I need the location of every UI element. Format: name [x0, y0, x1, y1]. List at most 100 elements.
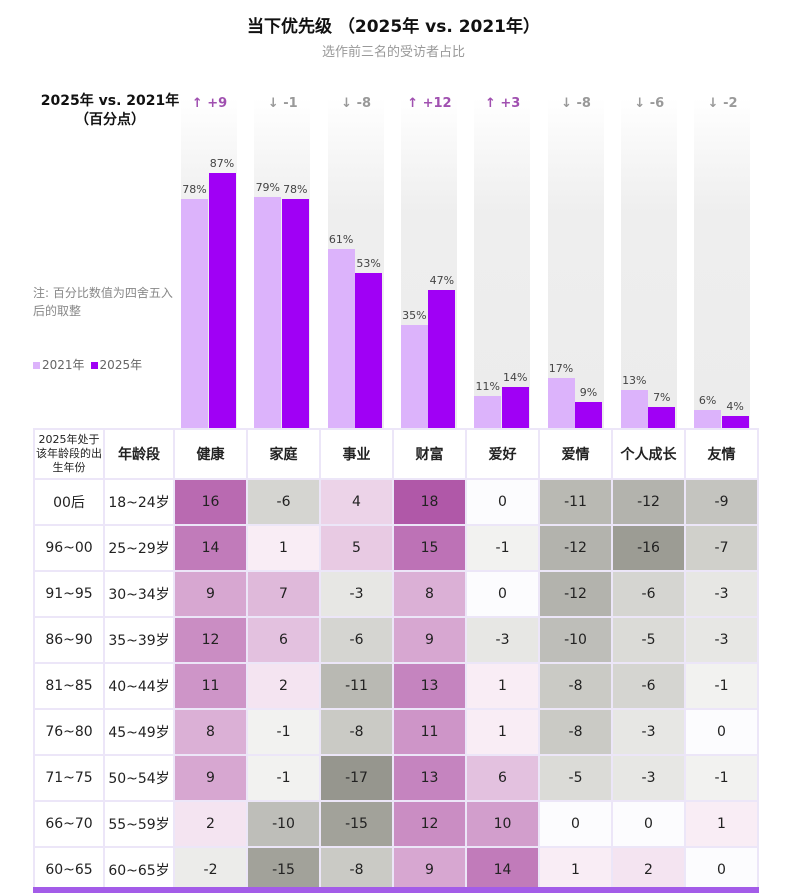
bar-background [547, 98, 604, 428]
heatmap-cell: 0 [684, 708, 759, 756]
bar-2021 [181, 199, 208, 428]
table-row: 96~00 25~29岁 14 1 5 15 -1 -12 -16 -7 [33, 524, 759, 572]
table-row: 60~65 60~65岁 -2 -15 -8 9 14 1 2 0 [33, 846, 759, 893]
age-range: 55~59岁 [103, 800, 175, 848]
heatmap-cell: 5 [319, 524, 394, 572]
bar-value-label: 53% [356, 256, 381, 270]
heatmap-cell: 2 [173, 800, 248, 848]
heatmap-cell: 11 [173, 662, 248, 710]
column-header: 爱情 [538, 428, 613, 480]
age-range: 25~29岁 [103, 524, 175, 572]
heatmap-cell: -11 [319, 662, 394, 710]
heatmap-cell: -10 [538, 616, 613, 664]
heatmap-cell: -5 [611, 616, 686, 664]
heatmap-cell: -6 [246, 478, 321, 526]
rounding-note: 注: 百分比数值为四舍五入后的取整 [33, 286, 173, 318]
heatmap-cell: 15 [392, 524, 467, 572]
heatmap-cell: 11 [392, 708, 467, 756]
heatmap-cell: -1 [684, 754, 759, 802]
heatmap-cell: 14 [173, 524, 248, 572]
table-row: 66~70 55~59岁 2 -10 -15 12 10 0 0 1 [33, 800, 759, 848]
heatmap-cell: -9 [684, 478, 759, 526]
bar-background [694, 98, 751, 428]
heatmap-cell: 6 [246, 616, 321, 664]
bar-2025 [428, 290, 456, 428]
heatmap-cell: 8 [392, 570, 467, 618]
delta-label: ↓ -8 [341, 96, 372, 111]
heatmap-cell: -8 [319, 708, 394, 756]
bar-2025 [721, 416, 749, 428]
heatmap-cell: -12 [611, 478, 686, 526]
column-header: 健康 [173, 428, 248, 480]
heatmap-cell: 9 [392, 846, 467, 893]
heatmap-cell: -5 [538, 754, 613, 802]
heatmap-cell: -1 [246, 754, 321, 802]
heatmap-cell: 10 [465, 800, 540, 848]
heatmap-cell: 0 [465, 478, 540, 526]
heatmap-cell: 1 [246, 524, 321, 572]
bar-value-label: 78% [283, 183, 308, 197]
column-header: 家庭 [246, 428, 321, 480]
bar-2021 [694, 410, 722, 428]
heatmap-cell: -3 [611, 708, 686, 756]
heatmap-cell: -8 [538, 662, 613, 710]
bar-value-label: 13% [622, 373, 647, 387]
chart-subtitle: 选作前三名的受访者占比 [321, 45, 465, 60]
delta-label: ↑ +12 [407, 96, 452, 111]
age-range: 45~49岁 [103, 708, 175, 756]
bar-value-label: 6% [698, 394, 717, 408]
bar-2025 [501, 386, 529, 428]
column-header: 事业 [319, 428, 394, 480]
bar-value-label: 11% [475, 379, 500, 393]
bar-background [620, 98, 677, 428]
age-range: 50~54岁 [103, 754, 175, 802]
bottom-accent-bar [33, 887, 759, 893]
legend: 2021年 2025年 [33, 356, 142, 373]
table-row: 71~75 50~54岁 9 -1 -17 13 6 -5 -3 -1 [33, 754, 759, 802]
delta-header-line2: （百分点） [75, 112, 145, 128]
birth-years: 00后 [33, 478, 105, 526]
heatmap-cell: -11 [538, 478, 613, 526]
birth-years: 91~95 [33, 570, 105, 618]
birth-years: 86~90 [33, 616, 105, 664]
heatmap-cell: -8 [319, 846, 394, 893]
column-header: 个人成长 [611, 428, 686, 480]
column-header: 财富 [392, 428, 467, 480]
heatmap-cell: -7 [684, 524, 759, 572]
heatmap-cell: 0 [465, 570, 540, 618]
heatmap-cell: 4 [319, 478, 394, 526]
heatmap-cell: -6 [319, 616, 394, 664]
heatmap-cell: -6 [611, 570, 686, 618]
column-header: 2025年处于该年龄段的出生年份 [33, 428, 105, 480]
heatmap-cell: -1 [684, 662, 759, 710]
bar-2021 [620, 389, 648, 428]
delta-label: ↓ -1 [267, 96, 298, 111]
table-row: 81~85 40~44岁 11 2 -11 13 1 -8 -6 -1 [33, 662, 759, 710]
heatmap-cell: 12 [392, 800, 467, 848]
birth-years: 60~65 [33, 846, 105, 893]
table-row: 76~80 45~49岁 8 -1 -8 11 1 -8 -3 0 [33, 708, 759, 756]
heatmap-cell: -3 [319, 570, 394, 618]
bar-value-label: 61% [328, 233, 354, 247]
heatmap-cell: 1 [465, 708, 540, 756]
delta-label: ↓ -6 [634, 96, 665, 111]
birth-years: 71~75 [33, 754, 105, 802]
heatmap-cell: 1 [684, 800, 759, 848]
heatmap-cell: -3 [684, 570, 759, 618]
bar-value-label: 79% [255, 180, 281, 194]
delta-label: ↓ -8 [561, 96, 591, 111]
delta-header: 2025年 vs. 2021年 （百分点） [30, 92, 190, 130]
heatmap-cell: -10 [246, 800, 321, 848]
age-range: 40~44岁 [103, 662, 175, 710]
bar-background [474, 98, 531, 428]
delta-label: ↓ -2 [707, 96, 738, 111]
bar-value-label: 9% [579, 385, 598, 399]
age-range: 18~24岁 [103, 478, 175, 526]
bar-2021 [474, 395, 502, 428]
heatmap-table: 2025年处于该年龄段的出生年份 年龄段 健康 家庭 事业 财富 爱好 爱情 个人成长 友情 00后… [33, 428, 759, 893]
heatmap-cell: 12 [173, 616, 248, 664]
bar-value-label: 47% [429, 274, 455, 288]
delta-label: ↑ +9 [191, 96, 228, 111]
delta-header-line1: 2025年 vs. 2021年 [40, 93, 180, 109]
